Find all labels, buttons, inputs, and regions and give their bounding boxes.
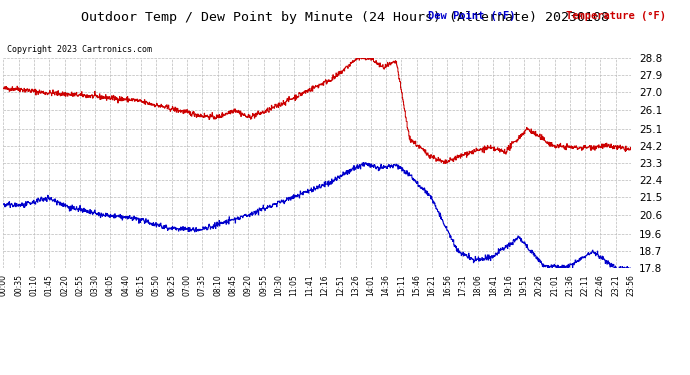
Text: Copyright 2023 Cartronics.com: Copyright 2023 Cartronics.com — [7, 45, 152, 54]
Text: Outdoor Temp / Dew Point by Minute (24 Hours) (Alternate) 20230108: Outdoor Temp / Dew Point by Minute (24 H… — [81, 11, 609, 24]
Text: Dew Point (°F): Dew Point (°F) — [428, 11, 515, 21]
Text: Temperature (°F): Temperature (°F) — [566, 11, 666, 21]
